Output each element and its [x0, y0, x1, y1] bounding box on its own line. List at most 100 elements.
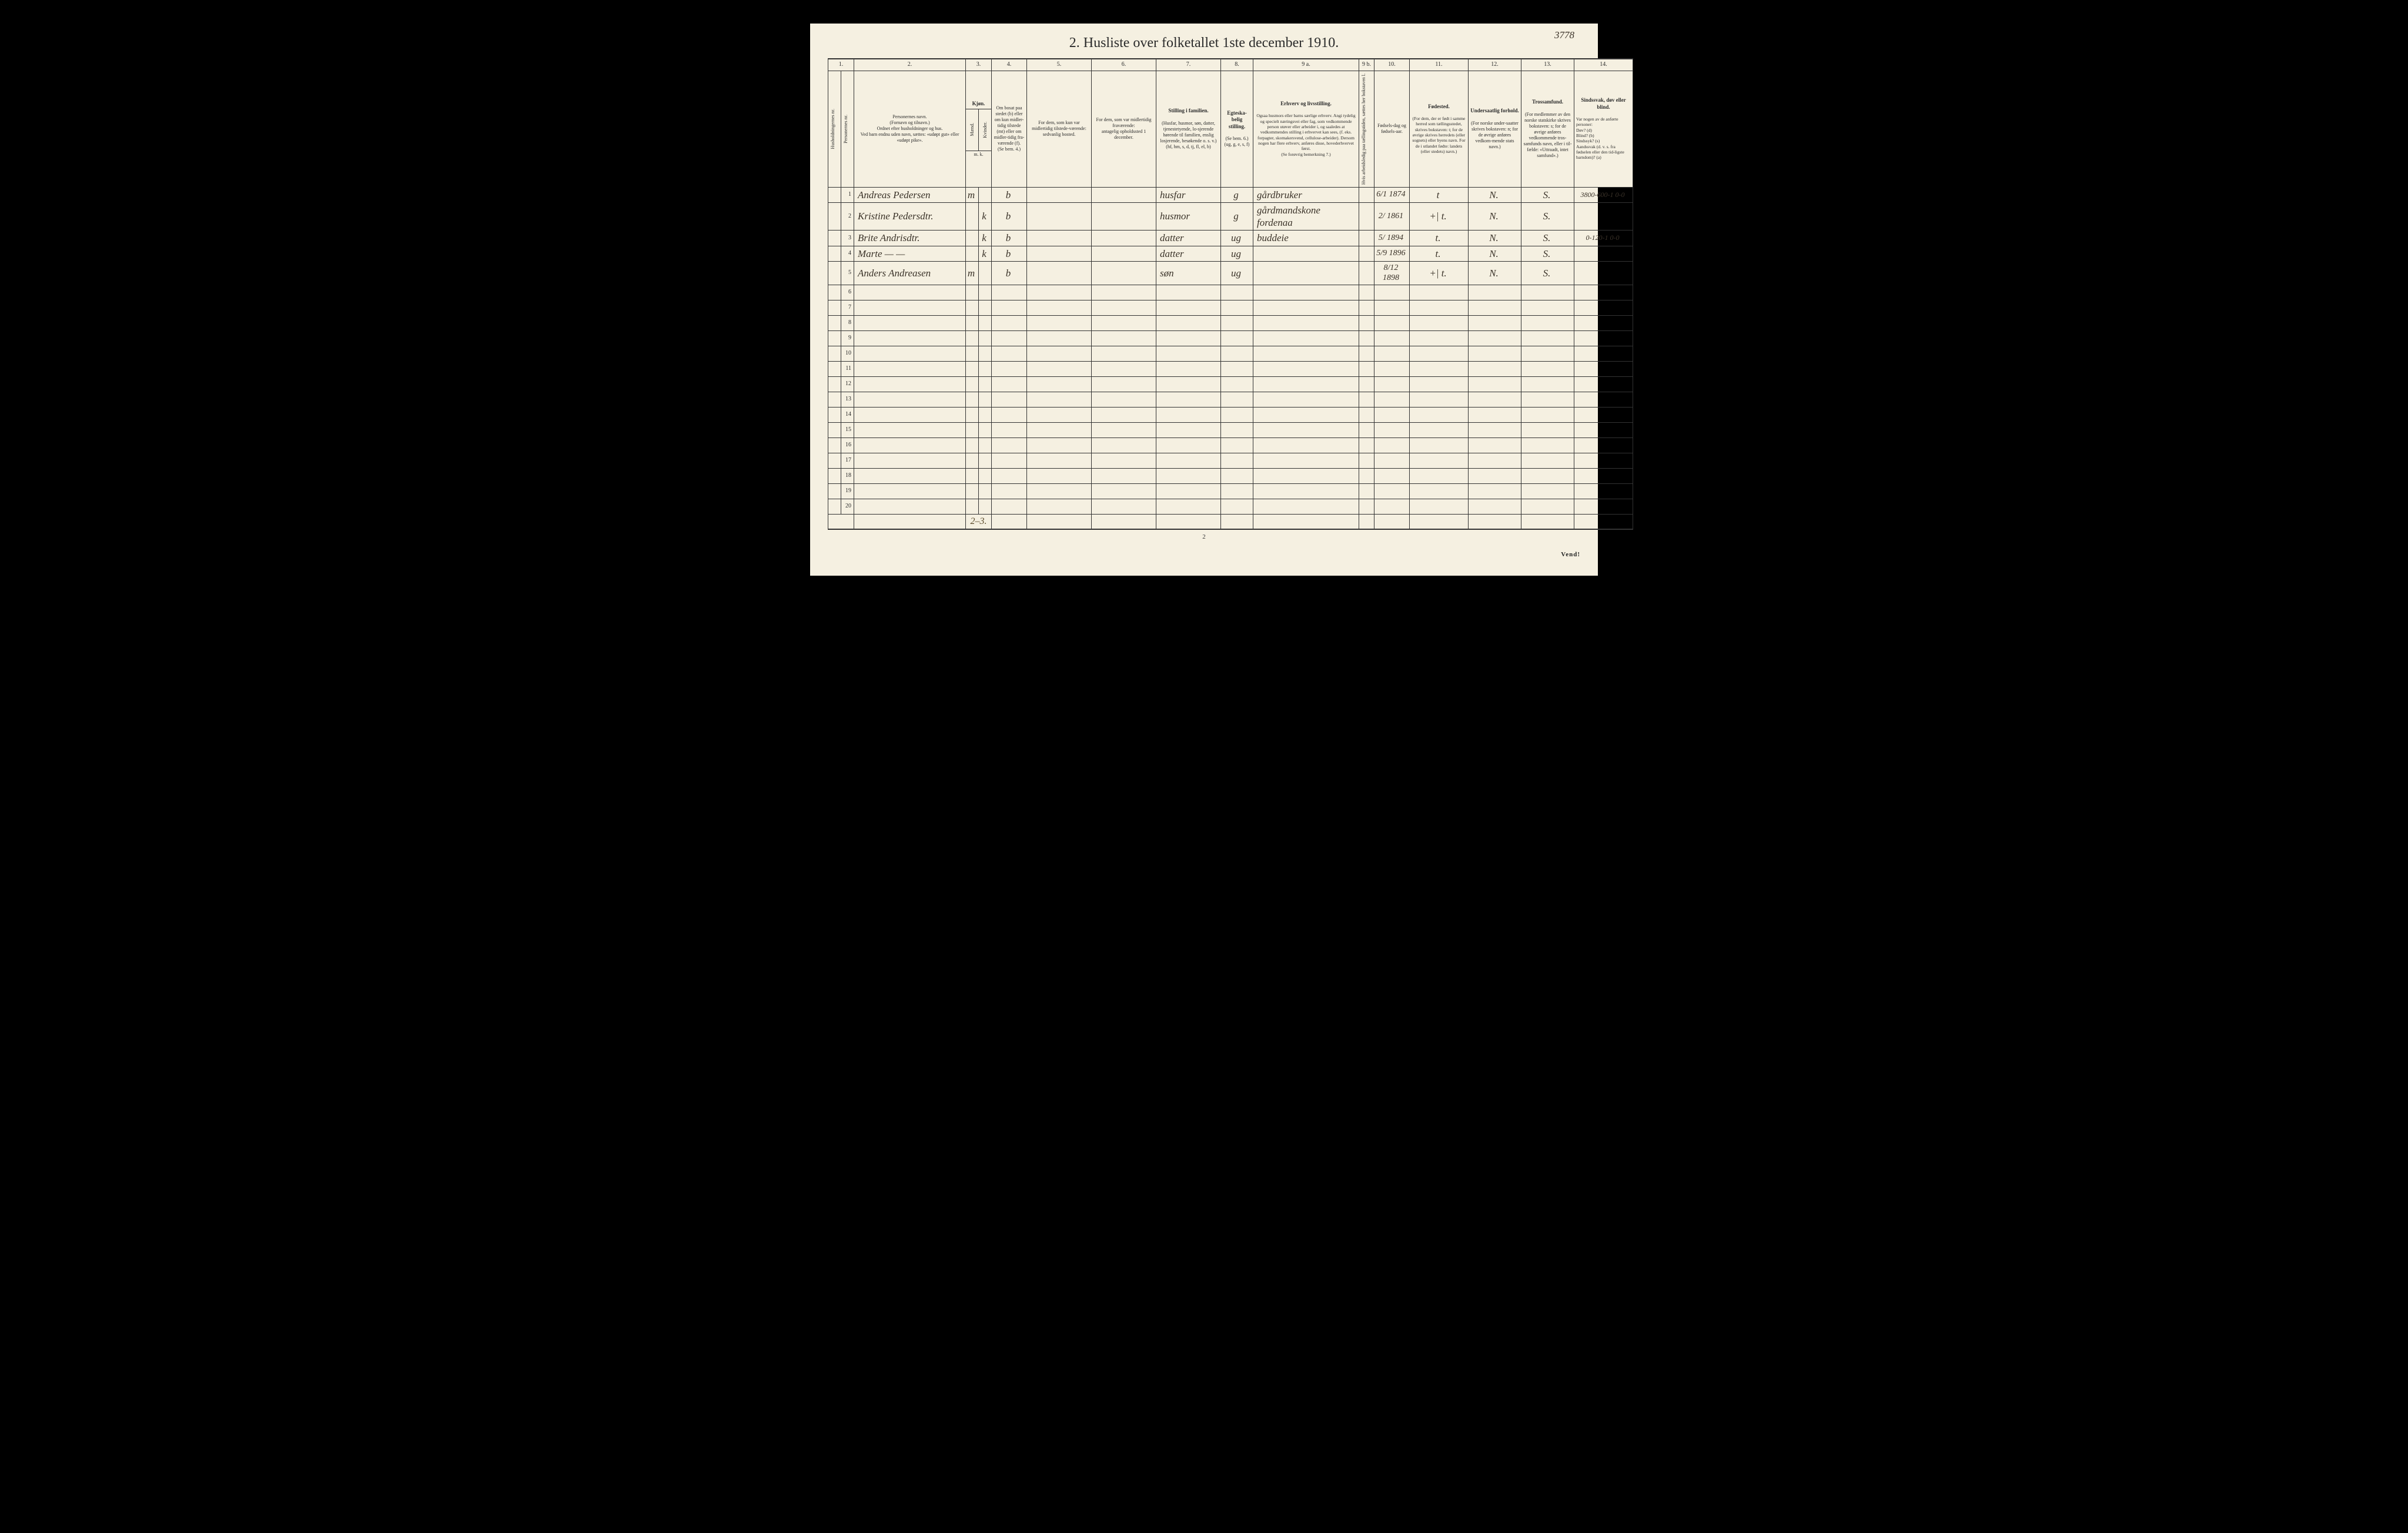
person-no-cell: 20 [841, 499, 854, 514]
empty-cell [1374, 453, 1410, 468]
empty-cell [854, 499, 966, 514]
empty-cell [1410, 285, 1469, 300]
empty-cell [1469, 483, 1521, 499]
religion-cell: S. [1521, 231, 1574, 246]
empty-cell [1156, 468, 1221, 483]
empty-cell [1574, 346, 1633, 361]
empty-cell [1469, 453, 1521, 468]
empty-cell [1574, 285, 1633, 300]
empty-cell [1221, 346, 1253, 361]
empty-cell [1253, 376, 1359, 392]
empty-cell [966, 392, 979, 407]
empty-cell [979, 300, 992, 315]
empty-cell [1221, 361, 1253, 376]
empty-cell [992, 468, 1027, 483]
hdr-disability: Sindssvak, døv eller blind. Var nogen av… [1574, 71, 1633, 187]
empty-cell [1092, 468, 1156, 483]
empty-cell [1221, 468, 1253, 483]
table-row: 5Anders Andreasenmbsønug8/12 1898+| t.N.… [828, 261, 1633, 285]
empty-cell [1521, 468, 1574, 483]
table-row: 18 [828, 468, 1633, 483]
empty-cell [1253, 300, 1359, 315]
table-row: 14 [828, 407, 1633, 422]
empty-cell [1221, 300, 1253, 315]
household-cell [828, 392, 841, 407]
household-cell [828, 346, 841, 361]
temp-present-cell [1027, 261, 1092, 285]
residence-cell: b [992, 246, 1027, 261]
empty-cell [1374, 392, 1410, 407]
hdr-person-no: Personernes nr. [841, 71, 854, 187]
person-no-cell: 11 [841, 361, 854, 376]
empty-cell [854, 453, 966, 468]
empty-cell [1469, 468, 1521, 483]
table-row: 8 [828, 315, 1633, 330]
empty-cell [854, 300, 966, 315]
empty-cell [1374, 346, 1410, 361]
empty-cell [1469, 330, 1521, 346]
residence-cell: b [992, 261, 1027, 285]
empty-cell [1092, 483, 1156, 499]
empty-cell [1410, 361, 1469, 376]
empty-cell [854, 330, 966, 346]
empty-cell [1221, 483, 1253, 499]
person-no-cell: 12 [841, 376, 854, 392]
empty-cell [1092, 422, 1156, 437]
occupation-cell [1253, 246, 1359, 261]
hdr-nationality: Undersaatlig forhold. (For norske under-… [1469, 71, 1521, 187]
empty-cell [854, 376, 966, 392]
household-cell [828, 300, 841, 315]
nationality-cell: N. [1469, 246, 1521, 261]
empty-cell [979, 407, 992, 422]
empty-cell [1092, 376, 1156, 392]
table-row: 19 [828, 483, 1633, 499]
note-cell: 0-120-1 0-0 [1574, 231, 1633, 246]
sex-k-cell: k [979, 202, 992, 231]
family-pos-cell: datter [1156, 246, 1221, 261]
colnum-2: 2. [854, 59, 966, 71]
empty-cell [1027, 483, 1092, 499]
colnum-9a: 9 a. [1253, 59, 1359, 71]
empty-cell [1221, 422, 1253, 437]
note-cell: 3800-600-1 0-0 [1574, 187, 1633, 202]
hdr-family-pos: Stilling i familien. (Husfar, husmor, sø… [1156, 71, 1221, 187]
empty-cell [1253, 361, 1359, 376]
birth-cell: 5/ 1894 [1374, 231, 1410, 246]
empty-cell [1469, 499, 1521, 514]
empty-cell [966, 315, 979, 330]
marital-cell: ug [1221, 246, 1253, 261]
person-no-cell: 5 [841, 261, 854, 285]
table-row: 4Marte — —kbdatterug5/9 1896t.N.S. [828, 246, 1633, 261]
person-no-cell: 7 [841, 300, 854, 315]
religion-cell: S. [1521, 246, 1574, 261]
empty-cell [1027, 453, 1092, 468]
unemployed-cell [1359, 202, 1374, 231]
household-cell [828, 437, 841, 453]
empty-cell [1253, 437, 1359, 453]
household-cell [828, 468, 841, 483]
empty-cell [979, 361, 992, 376]
empty-cell [1092, 453, 1156, 468]
note-cell [1574, 246, 1633, 261]
empty-cell [1374, 422, 1410, 437]
empty-cell [966, 285, 979, 300]
colnum-5: 5. [1027, 59, 1092, 71]
empty-cell [1092, 361, 1156, 376]
empty-cell [1374, 285, 1410, 300]
hdr-unemployed: Hvis arbeidsledig paa tællingstiden, sæt… [1359, 71, 1374, 187]
empty-cell [966, 499, 979, 514]
temp-absent-cell [1092, 261, 1156, 285]
empty-cell [966, 483, 979, 499]
empty-cell [1156, 361, 1221, 376]
household-cell [828, 361, 841, 376]
household-cell [828, 187, 841, 202]
unemployed-cell [1359, 187, 1374, 202]
empty-cell [1574, 422, 1633, 437]
marital-cell: g [1221, 187, 1253, 202]
empty-cell [854, 468, 966, 483]
temp-present-cell [1027, 202, 1092, 231]
empty-cell [1027, 300, 1092, 315]
hdr-sex: Kjøn. Mænd. Kvinder. m. k. [966, 71, 992, 187]
empty-cell [1156, 392, 1221, 407]
religion-cell: S. [1521, 187, 1574, 202]
